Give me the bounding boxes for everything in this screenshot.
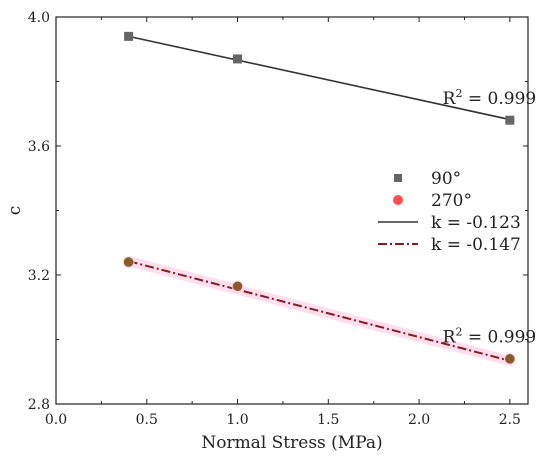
legend-label-90: 90° — [431, 169, 461, 189]
data-point-90 — [233, 54, 243, 64]
data-point-90 — [124, 31, 134, 41]
y-tick-label: 3.6 — [28, 139, 50, 155]
fit-line-0 — [128, 35, 511, 121]
data-point-90 — [505, 115, 515, 125]
y-tick-label: 3.2 — [28, 268, 50, 284]
y-axis-title: c — [5, 206, 25, 216]
r-squared-label: R2 = 0.999 — [443, 326, 537, 348]
x-tick-label: 1.0 — [226, 412, 248, 428]
x-tick-label: 1.5 — [317, 412, 339, 428]
legend-marker-circle — [393, 195, 403, 205]
data-point-270 — [232, 281, 243, 292]
legend-marker-square — [394, 174, 402, 182]
legend-label-fit1: k = -0.123 — [431, 213, 521, 233]
x-tick-label: 0.0 — [45, 412, 67, 428]
r-squared-value: = 0.999 — [462, 89, 536, 109]
r-squared-sup: 2 — [455, 326, 462, 339]
r-squared-sup: 2 — [455, 87, 462, 100]
x-tick-label: 2.5 — [499, 412, 521, 428]
x-axis-title: Normal Stress (MPa) — [201, 433, 382, 453]
data-point-270 — [505, 354, 515, 364]
x-tick-label: 2.0 — [408, 412, 430, 428]
y-tick-label: 4.0 — [28, 10, 50, 26]
r-squared-label: R2 = 0.999 — [443, 87, 537, 109]
y-tick-label: 2.8 — [28, 397, 50, 413]
fit-line-1 — [128, 260, 511, 362]
data-point-270 — [123, 257, 134, 267]
r-squared-value: = 0.999 — [462, 328, 536, 348]
legend-label-fit2: k = -0.147 — [431, 235, 521, 255]
x-tick-label: 0.5 — [136, 412, 158, 428]
r-squared-base: R — [443, 89, 457, 109]
r-squared-base: R — [443, 328, 457, 348]
legend-label-270: 270° — [431, 191, 472, 211]
